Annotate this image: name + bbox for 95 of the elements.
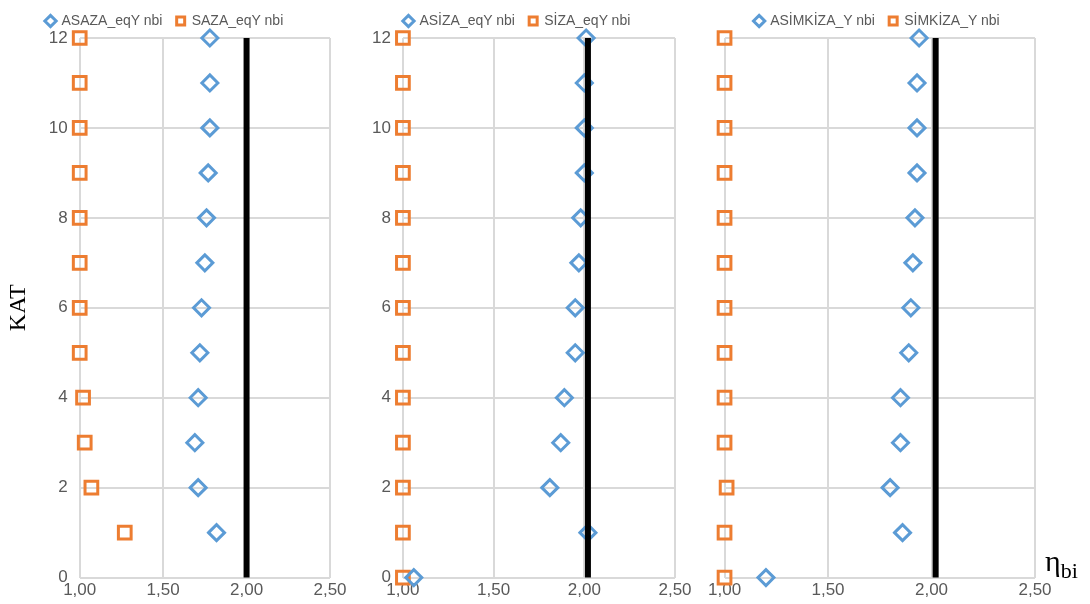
x-tick-label: 2,50 [313, 580, 347, 600]
point [716, 254, 733, 271]
point [395, 165, 411, 181]
y-tick-label: 2 [381, 477, 391, 497]
point [200, 28, 220, 48]
point [903, 253, 923, 273]
y-tick-label: 4 [58, 387, 68, 407]
point [716, 120, 733, 136]
point [395, 75, 411, 91]
point [71, 120, 88, 136]
point [76, 434, 93, 451]
y-tick-label: 10 [48, 117, 68, 137]
point [207, 523, 227, 543]
point [185, 433, 205, 453]
point [395, 254, 411, 271]
x-tick-label: 2,00 [914, 580, 949, 600]
point [75, 389, 91, 406]
point [899, 343, 919, 363]
point [893, 523, 913, 543]
y-tick-label: 8 [381, 207, 391, 227]
y-axis-title: KAT [3, 284, 30, 332]
legend-label: ASİZA_eqY nbi [419, 10, 515, 28]
point [195, 253, 215, 273]
x-axis-title: η$_{bi}$ [1045, 543, 1078, 583]
point [901, 298, 921, 318]
point [395, 344, 411, 361]
point [71, 30, 88, 46]
point [540, 478, 560, 498]
point [880, 478, 900, 498]
y-tick-label: 4 [381, 387, 391, 407]
point [71, 75, 88, 91]
point [716, 344, 733, 361]
point [905, 208, 925, 228]
point [71, 210, 88, 226]
x-tick-label: 1,50 [477, 580, 511, 600]
y-tick-label: 6 [58, 297, 68, 317]
point [565, 343, 585, 363]
y-tick-label: 2 [58, 477, 68, 497]
legend-label: SAZA_eqY nbi [191, 11, 284, 28]
legend-label: ASAZA_eqY nbi [61, 11, 163, 28]
point [200, 73, 220, 93]
y-tick-label: 6 [381, 297, 391, 317]
point [716, 299, 733, 316]
point [756, 568, 776, 588]
point [71, 165, 88, 181]
legend-label: ASİMKİZA_Y nbi [770, 10, 875, 28]
point [198, 163, 218, 183]
point [716, 524, 733, 541]
point [395, 434, 411, 451]
point [71, 254, 88, 271]
point [395, 479, 411, 496]
y-tick-label: 8 [58, 207, 68, 227]
point [395, 299, 411, 316]
point [716, 434, 733, 451]
legend-label: SİMKİZA_Y nbi [904, 10, 1000, 28]
x-tick-label: 2,00 [230, 580, 264, 600]
point [192, 298, 212, 318]
point [907, 73, 927, 93]
point [716, 30, 733, 46]
x-tick-label: 1,50 [146, 580, 180, 600]
point [395, 210, 411, 226]
point [395, 120, 411, 136]
point [718, 479, 735, 496]
point [71, 299, 88, 316]
point [188, 478, 208, 498]
point [907, 163, 927, 183]
point [395, 30, 411, 46]
point [716, 210, 733, 226]
point [716, 75, 733, 91]
y-tick-label: 12 [371, 27, 391, 47]
point [716, 389, 733, 406]
legend-label: SİZA_eqY nbi [544, 10, 631, 28]
point [188, 388, 208, 408]
y-tick-label: 12 [48, 27, 68, 47]
point [197, 208, 217, 228]
point [890, 388, 910, 408]
point [907, 118, 927, 138]
x-tick-label: 2,00 [567, 580, 601, 600]
x-tick-label: 2,50 [658, 580, 692, 600]
point [716, 165, 733, 181]
point [395, 389, 411, 406]
point [909, 28, 929, 48]
point [116, 524, 133, 541]
point [890, 433, 910, 453]
point [71, 344, 88, 361]
point [565, 298, 585, 318]
y-tick-label: 10 [371, 117, 391, 137]
x-tick-label: 1,50 [811, 580, 845, 600]
point [200, 118, 220, 138]
point [395, 524, 411, 541]
point [83, 479, 100, 496]
point [551, 433, 571, 453]
x-tick-label: 2,50 [1018, 580, 1052, 600]
point [190, 343, 210, 363]
point [554, 388, 574, 408]
